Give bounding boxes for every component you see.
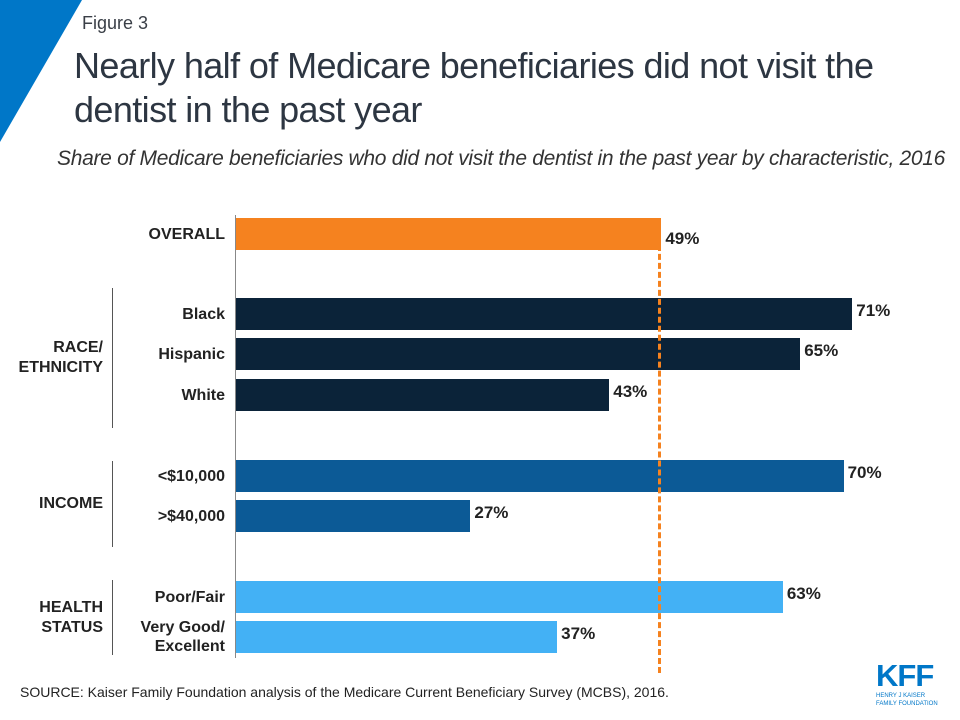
chart-subtitle: Share of Medicare beneficiaries who did … (57, 147, 946, 170)
bar-overall (236, 218, 662, 250)
reference-line (658, 218, 662, 673)
figure-label: Figure 3 (82, 13, 149, 33)
value-label: 43% (613, 382, 648, 401)
category-label: Very Good/Excellent (140, 619, 225, 655)
group-label: RACE/ETHNICITY (18, 339, 103, 376)
category-label: Poor/Fair (154, 588, 225, 606)
group-bracket (112, 580, 113, 655)
kff-logo: KFF HENRY J KAISER FAMILY FOUNDATION (876, 658, 938, 708)
group-bracket (112, 288, 113, 428)
value-label: 37% (561, 624, 596, 643)
category-label: White (181, 386, 225, 404)
value-label: 49% (665, 229, 700, 248)
bar--40-000 (236, 500, 471, 532)
bar-white (236, 379, 610, 411)
bar--10-000 (236, 460, 844, 492)
group-bracket (112, 461, 113, 547)
group-label: HEALTH STATUS (39, 598, 103, 636)
group-label: INCOME (39, 495, 103, 512)
value-label: 27% (474, 503, 509, 522)
category-label: Black (182, 305, 225, 323)
value-label: 65% (804, 341, 839, 360)
value-label: 70% (847, 463, 882, 482)
bar-black (236, 298, 853, 330)
header: Nearly half of Medicare beneficiaries di… (57, 44, 957, 173)
category-label: Hispanic (158, 345, 225, 363)
bar-poor-fair (236, 581, 783, 613)
value-label: 63% (786, 584, 821, 603)
category-label: OVERALL (148, 225, 225, 243)
corner-accent (0, 0, 82, 142)
category-label: <$10,000 (157, 467, 225, 485)
bar-very-good-excellent (236, 621, 558, 653)
category-label: >$40,000 (157, 507, 225, 525)
page-title: Nearly half of Medicare beneficiaries di… (74, 45, 874, 130)
value-label: 71% (856, 301, 891, 320)
y-axis-line (235, 215, 236, 658)
bar-hispanic (236, 338, 801, 370)
source-note: SOURCE: Kaiser Family Foundation analysi… (20, 684, 669, 700)
